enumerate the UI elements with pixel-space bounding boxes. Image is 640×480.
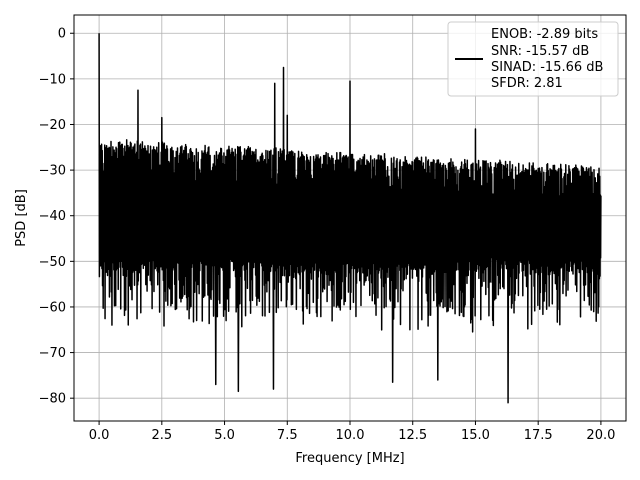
legend-entry-sinad: SINAD: -15.66 dB: [491, 60, 603, 75]
y-tick-label: −30: [39, 164, 66, 179]
legend-entry-snr: SNR: -15.57 dB: [491, 44, 589, 59]
y-axis-label: PSD [dB]: [14, 189, 29, 247]
y-tick-label: −60: [39, 300, 66, 315]
x-tick-label: 0.0: [89, 428, 110, 443]
x-tick-label: 17.5: [524, 428, 553, 443]
y-tick-label: −20: [39, 118, 66, 133]
y-tick-label: −80: [39, 392, 66, 407]
x-tick-label: 10.0: [336, 428, 365, 443]
y-tick-label: 0: [58, 27, 66, 42]
psd-series-line: [98, 33, 602, 404]
legend: ENOB: -2.89 bits SNR: -15.57 dB SINAD: -…: [447, 21, 619, 97]
x-tick-label: 12.5: [398, 428, 427, 443]
y-tick-label: −10: [39, 72, 66, 87]
legend-entry-enob: ENOB: -2.89 bits: [491, 27, 598, 42]
x-tick-label: 20.0: [586, 428, 615, 443]
y-tick-label: −50: [39, 255, 66, 270]
x-axis-ticks: 0.0 2.5 5.0 7.5 10.0 12.5 15.0 17.5 20.0: [89, 421, 615, 443]
psd-series: [98, 33, 602, 404]
x-tick-label: 2.5: [151, 428, 172, 443]
legend-box: [447, 21, 619, 97]
x-tick-label: 15.0: [461, 428, 490, 443]
x-tick-label: 5.0: [214, 428, 235, 443]
y-axis-ticks: 0 −10 −20 −30 −40 −50 −60 −70 −80: [39, 27, 74, 407]
y-tick-label: −40: [39, 209, 66, 224]
x-tick-label: 7.5: [277, 428, 298, 443]
x-axis-label: Frequency [MHz]: [295, 451, 404, 466]
y-tick-label: −70: [39, 346, 66, 361]
legend-entry-sfdr: SFDR: 2.81: [491, 76, 563, 91]
